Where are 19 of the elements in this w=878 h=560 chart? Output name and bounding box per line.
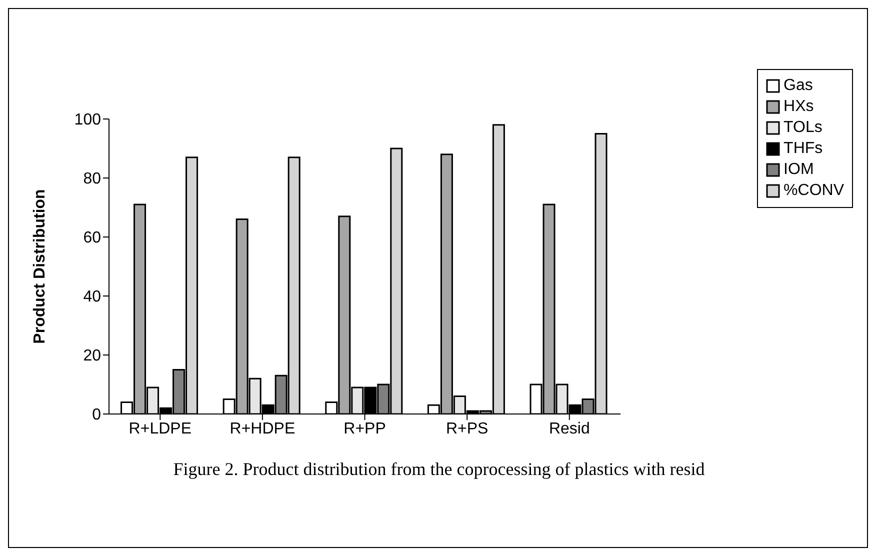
x-tick-label: R+PS	[446, 420, 488, 438]
y-tick-label: 20	[83, 348, 102, 365]
y-tick-label: 0	[92, 406, 102, 424]
legend-label: Gas	[784, 77, 813, 95]
y-tick-label: 80	[83, 170, 102, 188]
x-tick-label: Resid	[548, 420, 590, 438]
y-tick-label: 100	[74, 112, 102, 129]
x-tick-label: R+LDPE	[128, 420, 192, 438]
text: Figure 2. Product distribution from the coprocessing of plastics with resid	[172, 459, 706, 480]
y-axis-title: Product Distribution	[32, 189, 49, 344]
x-tick-label: R+PP	[344, 420, 386, 438]
y-tick-label: 60	[83, 230, 102, 247]
x-tick-label: R+HDPE	[230, 420, 296, 438]
y-tick-label: 40	[83, 288, 102, 306]
legend-label: HXs	[784, 98, 814, 116]
legend-label: THFs	[784, 140, 823, 158]
legend-label: IOM	[784, 161, 814, 179]
legend-label: %CONV	[784, 182, 844, 200]
legend-label: TOLs	[784, 119, 822, 137]
